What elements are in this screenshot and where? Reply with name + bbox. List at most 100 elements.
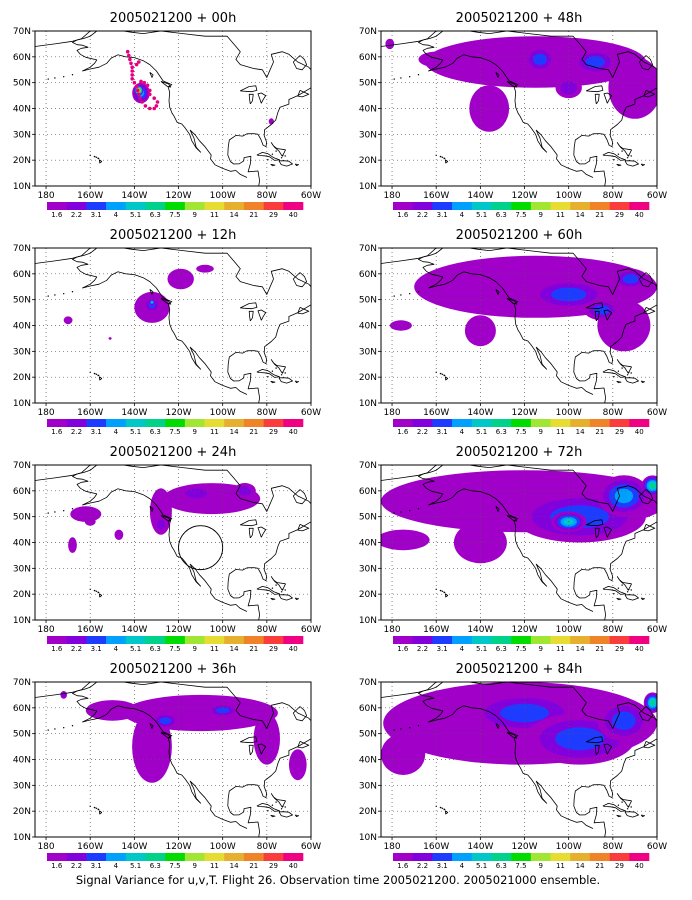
x-tick-label: 140W (121, 191, 147, 201)
track-point (145, 83, 150, 88)
coastline (640, 163, 646, 167)
island (393, 295, 395, 297)
coastline (643, 307, 656, 315)
x-tick-label: 80W (257, 191, 277, 201)
island (441, 590, 444, 592)
colorbar-label: 3.1 (91, 428, 102, 436)
colorbar-label: 9 (538, 428, 542, 436)
coastline (248, 310, 254, 322)
coastline (640, 597, 646, 601)
y-tick-label: 30N (359, 130, 377, 140)
island (441, 807, 444, 809)
variance-shading (385, 36, 657, 132)
x-tick-label: 140W (467, 408, 493, 418)
colorbar-label: 1.6 (51, 211, 63, 219)
colorbar-swatch (471, 202, 492, 210)
panel-grid: 2005021200 + 00h 10N 20N 30N 40N 50N 60N 70N 180… (13, 11, 667, 870)
coastline (616, 576, 632, 591)
colorbar-label: 14 (576, 862, 585, 870)
colorbar-swatch (530, 202, 551, 210)
colorbar-swatch (412, 419, 433, 427)
colorbar-label: 21 (249, 428, 258, 436)
colorbar-label: 4 (460, 428, 465, 436)
coastline (248, 744, 254, 756)
shading-contour (381, 733, 426, 775)
shading-contour (185, 488, 208, 499)
colorbar-swatch (86, 202, 107, 210)
colorbar-swatch (629, 202, 650, 210)
colorbar-swatch (530, 853, 551, 861)
colorbar-swatch (471, 419, 492, 427)
variance-shading (132, 82, 274, 125)
coastline (256, 369, 281, 378)
shading-contour (585, 56, 605, 68)
track-point (148, 106, 152, 111)
coastline (602, 152, 627, 161)
colorbar-swatch (66, 419, 87, 427)
shading-contour (464, 315, 496, 347)
y-tick-label: 20N (13, 156, 31, 166)
x-tick-label: 140W (121, 842, 147, 852)
island (282, 805, 284, 808)
coastline (616, 163, 622, 167)
colorbar-label: 2.2 (71, 862, 82, 870)
island (617, 587, 620, 589)
track-point (154, 104, 159, 108)
island (89, 154, 91, 156)
colorbar-swatch (530, 636, 551, 644)
coastline (270, 814, 276, 818)
colorbar-label: 40 (635, 862, 644, 870)
coastline (439, 372, 442, 375)
coastline (270, 380, 276, 384)
colorbar-swatch (106, 419, 127, 427)
colorbar-label: 4 (460, 645, 465, 653)
coastline (98, 376, 103, 381)
colorbar-label: 1.6 (51, 645, 63, 653)
track-point (138, 96, 142, 100)
colorbar-label: 2.2 (417, 862, 428, 870)
island (71, 725, 74, 727)
colorbar-swatch (609, 202, 630, 210)
colorbar-label: 9 (192, 862, 196, 870)
map-panel: 2005021200 + 60h 10N 20N 30N 40N 50N 60N 70N 180… (359, 228, 667, 436)
x-tick-label: 100W (210, 191, 236, 201)
colorbar-swatch (471, 853, 492, 861)
y-tick-label: 60N (13, 487, 31, 497)
colorbar-label: 4 (460, 862, 465, 870)
colorbar-label: 29 (615, 211, 624, 219)
coastline (294, 814, 300, 818)
colorbar-swatch (283, 419, 304, 427)
colorbar-label: 7.5 (515, 428, 526, 436)
colorbar-swatch (511, 853, 532, 861)
colorbar-label: 14 (230, 428, 239, 436)
x-tick-label: 100W (556, 842, 582, 852)
coastline (624, 160, 639, 167)
colorbar-label: 5.1 (476, 862, 487, 870)
island (409, 76, 411, 78)
colorbar-label: 14 (230, 862, 239, 870)
coastline (278, 594, 293, 601)
colorbar-swatch (106, 853, 127, 861)
colorbar-swatch (629, 853, 650, 861)
coastline (624, 811, 639, 818)
coastline (624, 377, 639, 384)
colorbar-label: 7.5 (515, 211, 526, 219)
x-tick-label: 180 (383, 625, 400, 635)
colorbar-swatch (86, 853, 107, 861)
coastline (294, 380, 300, 384)
island (284, 155, 286, 157)
colorbar-swatch (66, 853, 87, 861)
colorbar-label: 40 (635, 645, 644, 653)
colorbar-swatch (125, 202, 146, 210)
coastline (418, 31, 594, 178)
colorbar-swatch (184, 853, 205, 861)
colorbar-swatch (283, 853, 304, 861)
colorbar-swatch (393, 419, 413, 427)
x-tick-label: 160W (77, 625, 103, 635)
island (267, 159, 269, 161)
coastline (160, 81, 172, 88)
colorbar-label: 21 (595, 211, 604, 219)
colorbar-label: 2.2 (417, 645, 428, 653)
island (89, 588, 91, 590)
